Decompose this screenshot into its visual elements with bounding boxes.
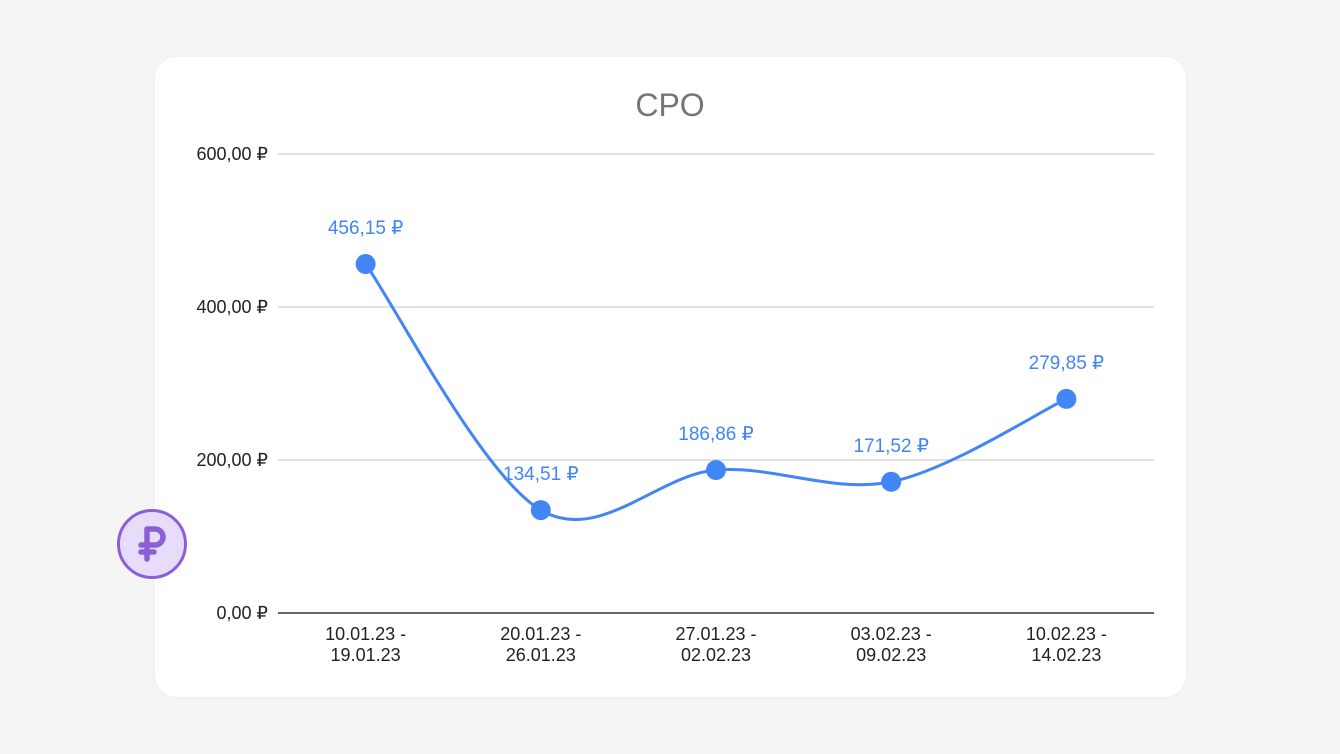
y-tick-label: 400,00 ₽ <box>196 297 268 317</box>
data-label: 171,52 ₽ <box>853 436 928 457</box>
x-tick-label: 10.01.23 -19.01.23 <box>325 624 406 665</box>
data-point <box>355 254 376 275</box>
data-point <box>706 460 726 481</box>
x-axis-ticks: 10.01.23 -19.01.23 20.01.23 -26.01.23 27.0… <box>325 624 1107 665</box>
data-point <box>530 500 551 521</box>
x-tick-label: 10.02.23 -14.02.23 <box>1026 624 1107 665</box>
series-line <box>364 262 1068 522</box>
y-tick-label: 200,00 ₽ <box>196 450 268 470</box>
x-tick-label: 03.02.23 -09.02.23 <box>851 624 932 665</box>
y-axis-ticks: 0,00 ₽ 200,00 ₽ 400,00 ₽ 600,00 ₽ <box>196 144 268 623</box>
data-points <box>355 254 1077 521</box>
y-tick-label: 600,00 ₽ <box>196 144 268 164</box>
data-label: 279,85 ₽ <box>1029 353 1104 374</box>
data-label: 186,86 ₽ <box>678 424 753 445</box>
data-point <box>1056 388 1077 409</box>
ruble-icon <box>138 526 166 562</box>
ruble-badge <box>117 509 187 579</box>
x-tick-label: 20.01.23 -26.01.23 <box>500 624 581 665</box>
data-labels: 456,15 ₽ 134,51 ₽ 186,86 ₽ 171,52 ₽ 279,85 ₽ <box>328 218 1104 485</box>
y-tick-label: 0,00 ₽ <box>217 603 269 623</box>
data-label: 456,15 ₽ <box>328 218 403 239</box>
gridlines <box>278 153 1154 614</box>
data-point <box>881 471 902 492</box>
data-label: 134,51 ₽ <box>503 464 578 485</box>
x-tick-label: 27.01.23 -02.02.23 <box>675 624 756 665</box>
chart-title: CPO <box>635 87 704 123</box>
chart-card <box>155 57 1186 697</box>
